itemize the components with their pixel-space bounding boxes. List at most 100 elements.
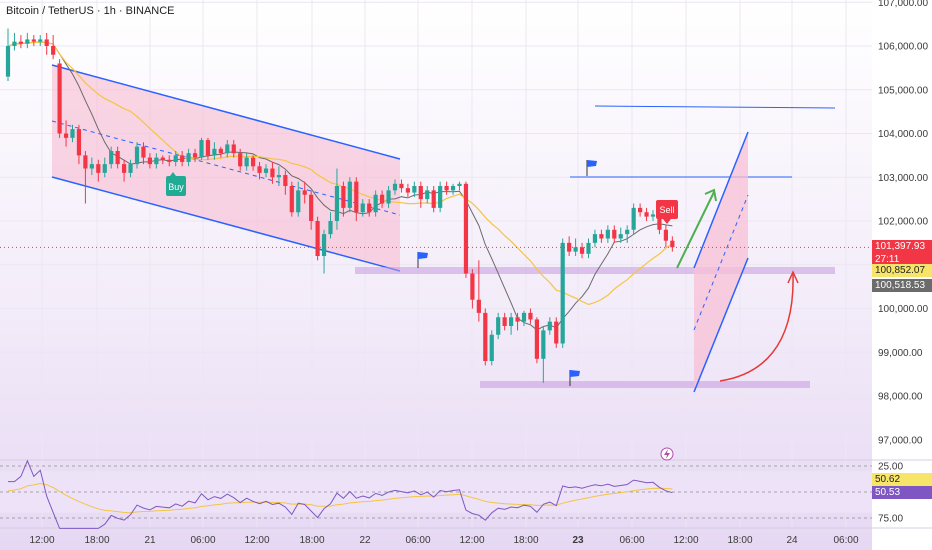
- candle-up: [386, 186, 391, 208]
- candle-body: [76, 129, 82, 156]
- candle-down: [180, 151, 185, 167]
- candle-down: [18, 35, 23, 49]
- candle-down: [96, 159, 101, 182]
- candle-up: [321, 229, 327, 274]
- candle-body: [631, 207, 636, 230]
- candle-down: [167, 155, 172, 167]
- candle-body: [509, 317, 514, 326]
- candle-body: [38, 39, 43, 42]
- candle-up: [128, 159, 133, 178]
- candle-up: [225, 140, 230, 158]
- flag-icon: [417, 252, 428, 268]
- candle-body: [483, 312, 488, 361]
- candle-body: [360, 203, 365, 213]
- y-tick-label: 102,000.00: [878, 217, 928, 228]
- rsi-ma-line: [7, 482, 673, 514]
- candle-up: [173, 151, 178, 167]
- y-tick-label: 97,000.00: [878, 435, 923, 446]
- candle-body: [96, 164, 101, 173]
- candle-down: [141, 142, 146, 165]
- candle-body: [354, 181, 359, 213]
- candle-body: [373, 194, 378, 213]
- candle-down: [663, 225, 668, 248]
- rsi-ma-tag: 50.62: [872, 473, 932, 486]
- x-tick-label: 12:00: [29, 535, 54, 546]
- x-tick-label: 24: [786, 535, 798, 546]
- candle-body: [147, 157, 152, 165]
- candle-body: [541, 330, 546, 359]
- candle-body: [134, 146, 140, 165]
- candle-down: [463, 181, 469, 278]
- candle-body: [186, 153, 191, 162]
- candle-body: [567, 242, 572, 252]
- candle-body: [663, 229, 668, 241]
- candle-down: [418, 181, 423, 208]
- candle-down: [367, 199, 372, 217]
- flag-shape: [418, 252, 428, 259]
- candle-body: [57, 63, 62, 134]
- candle-down: [302, 181, 307, 204]
- candle-body: [225, 144, 230, 154]
- candle-up: [573, 238, 578, 256]
- green-arrow-line: [676, 191, 715, 269]
- candle-up: [450, 183, 456, 195]
- candle-body: [302, 190, 307, 195]
- candle-down: [405, 183, 410, 197]
- candle-up: [296, 181, 301, 217]
- candle-down: [289, 181, 294, 217]
- rsi-value-tag: 50.53: [872, 486, 932, 499]
- support-zone-upper: [355, 267, 835, 274]
- y-tick-label: 106,000.00: [878, 42, 928, 53]
- candle-up: [360, 199, 365, 217]
- candle-body: [31, 39, 36, 42]
- candle-down: [147, 153, 152, 169]
- x-tick-label: 12:00: [673, 535, 698, 546]
- candle-body: [476, 299, 481, 313]
- candle-down: [515, 312, 520, 331]
- candle-body: [605, 229, 610, 239]
- buy-text: Buy: [168, 182, 184, 192]
- x-tick-label: 12:00: [459, 535, 484, 546]
- support-zone-lower: [480, 381, 810, 388]
- candle-body: [212, 148, 217, 156]
- candle-up: [392, 179, 398, 195]
- candle-body: [438, 186, 443, 208]
- candle-body: [122, 164, 127, 173]
- candle-body: [341, 186, 346, 208]
- candle-up: [592, 229, 598, 248]
- candle-body: [521, 312, 527, 322]
- candle-up: [631, 203, 636, 235]
- x-tick-label: 18:00: [727, 535, 752, 546]
- candle-up: [89, 157, 94, 176]
- candle-up: [373, 190, 378, 217]
- candle-down: [579, 242, 585, 259]
- candle-body: [334, 186, 340, 221]
- candle-body: [650, 214, 656, 217]
- flag-icon: [586, 160, 597, 176]
- candle-body: [109, 151, 114, 165]
- candle-body: [263, 168, 269, 173]
- candle-down: [399, 179, 404, 193]
- candle-body: [83, 155, 88, 169]
- candle-body: [657, 214, 662, 230]
- candle-down: [502, 312, 507, 331]
- candle-up: [625, 225, 630, 243]
- candle-body: [276, 175, 281, 178]
- candle-body: [315, 221, 320, 256]
- candle-down: [431, 186, 436, 213]
- projection-lower-line: [693, 257, 749, 393]
- candle-up: [212, 142, 217, 160]
- sell-pointer: [663, 219, 671, 224]
- x-tick-label: 18:00: [84, 535, 109, 546]
- flag-shape: [587, 160, 597, 167]
- candle-body: [283, 175, 288, 186]
- candle-body: [670, 240, 675, 248]
- candle-down: [83, 151, 88, 204]
- candle-body: [309, 194, 314, 221]
- y-tick-label: 100,000.00: [878, 304, 928, 315]
- candle-body: [457, 183, 462, 186]
- x-tick-label: 18:00: [299, 535, 324, 546]
- candle-down: [76, 124, 82, 165]
- candle-up: [438, 181, 443, 213]
